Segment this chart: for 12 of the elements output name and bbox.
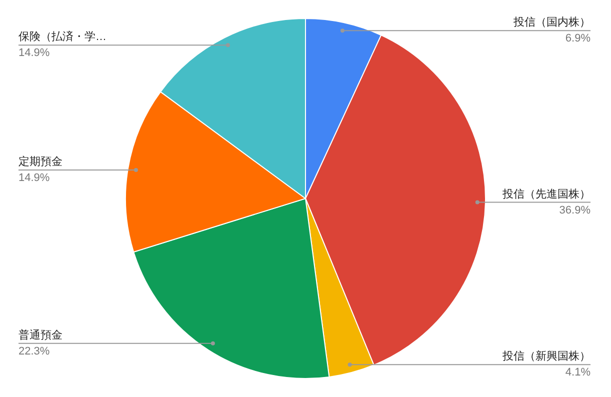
slice-label: 投信（国内株） bbox=[512, 16, 590, 29]
data-label: 22.3% bbox=[18, 345, 50, 358]
data-label: 36.9% bbox=[559, 204, 591, 216]
data-label: 4.1% bbox=[565, 366, 591, 379]
slice-label: 投信（先進国株） bbox=[502, 187, 590, 200]
slice-label: 定期預金 bbox=[18, 155, 62, 168]
data-label: 14.9% bbox=[18, 172, 50, 184]
data-label: 6.9% bbox=[565, 32, 591, 45]
slice-label: 投信（新興国株） bbox=[502, 350, 590, 363]
slice-label: 保険（払済・学… bbox=[18, 30, 106, 44]
slice-label: 普通預金 bbox=[18, 328, 62, 342]
data-label: 14.9% bbox=[18, 47, 50, 60]
